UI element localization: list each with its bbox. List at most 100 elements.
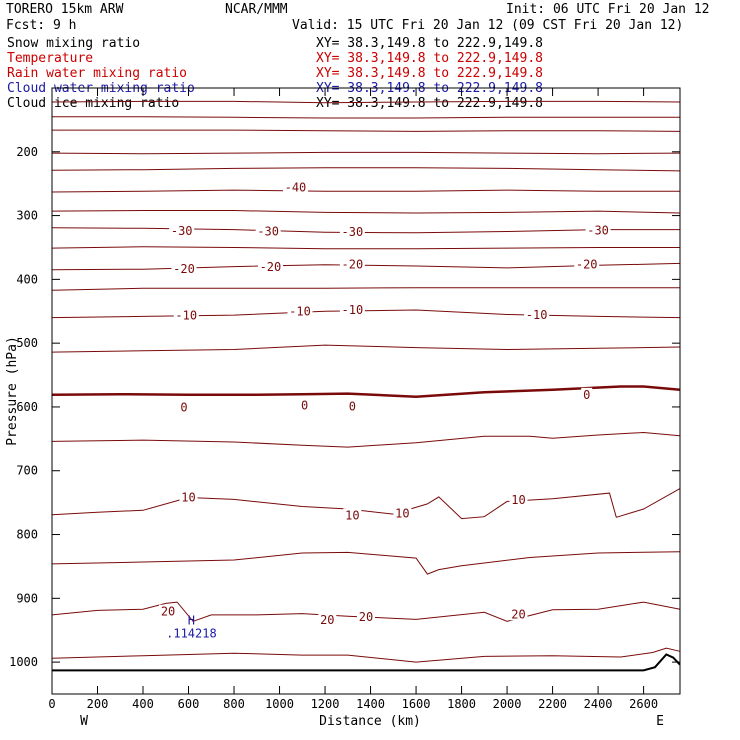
contour-label: 0 bbox=[349, 399, 356, 413]
y-tick-label: 600 bbox=[16, 400, 38, 414]
x-tick-label: 2400 bbox=[584, 697, 613, 711]
y-tick-label: 1000 bbox=[9, 655, 38, 669]
isotherm-line bbox=[51, 210, 681, 214]
contour-label: -10 bbox=[289, 304, 311, 318]
isotherm-lines bbox=[51, 100, 681, 663]
y-tick-label: 900 bbox=[16, 591, 38, 605]
contour-label: -30 bbox=[342, 225, 364, 239]
isotherm-line bbox=[52, 129, 681, 132]
isotherm-line bbox=[51, 151, 681, 155]
field-rain-label: Rain water mixing ratio bbox=[7, 66, 188, 81]
contour-label: -10 bbox=[175, 309, 197, 323]
x-axis-west-label: W bbox=[80, 714, 88, 729]
x-tick-label: 0 bbox=[48, 697, 55, 711]
contour-label: -30 bbox=[257, 225, 279, 239]
isotherm-line bbox=[51, 344, 681, 353]
x-tick-label: 1000 bbox=[265, 697, 294, 711]
contour-label-bg bbox=[257, 260, 283, 274]
contour-label: 0 bbox=[301, 399, 308, 413]
x-tick-label: 1600 bbox=[402, 697, 431, 711]
contour-label-bg bbox=[171, 262, 197, 276]
contour-label: -20 bbox=[576, 258, 598, 272]
contour-label-bg bbox=[339, 302, 365, 316]
contour-label-bg bbox=[178, 400, 190, 414]
x-tick-label: 2600 bbox=[629, 697, 658, 711]
contour-label-bg bbox=[179, 490, 198, 504]
contour-labels: -40 -30 -30 -30 -30 -20 -20 -20 -20 -10 -10 -10 -10 0… bbox=[159, 180, 611, 627]
isotherm-line bbox=[51, 246, 680, 250]
x-tick-label: 1200 bbox=[311, 697, 340, 711]
isotherm-line bbox=[51, 601, 681, 622]
contour-label-bg bbox=[585, 223, 611, 237]
contour-label: 10 bbox=[345, 508, 359, 522]
contour-label: -30 bbox=[587, 223, 609, 237]
contour-label: 10 bbox=[511, 493, 525, 507]
contour-label-bg bbox=[357, 609, 375, 623]
isotherm-line bbox=[51, 100, 681, 104]
y-axis-label: Pressure (hPa) bbox=[5, 336, 20, 446]
x-tick-label: 1800 bbox=[447, 697, 476, 711]
contour-label-bg bbox=[339, 257, 365, 271]
y-tick-label: 300 bbox=[16, 209, 38, 223]
x-tick-label: 2200 bbox=[538, 697, 567, 711]
contour-label: 20 bbox=[359, 610, 373, 624]
y-tick-label: 400 bbox=[16, 272, 38, 286]
x-tick-label: 600 bbox=[178, 697, 200, 711]
y-tick-label: 200 bbox=[16, 145, 38, 159]
field-rain-xy: XY= 38.3,149.8 to 222.9,149.8 bbox=[316, 66, 543, 81]
field-temperature-label: Temperature bbox=[7, 51, 94, 66]
forecast-hour: Fcst: 9 h bbox=[6, 18, 77, 33]
init-time: Init: 06 UTC Fri 20 Jan 12 bbox=[506, 2, 710, 17]
contour-label-bg bbox=[318, 613, 337, 627]
contour-label-bg bbox=[169, 223, 195, 237]
axes: 0 200 400 600 800 1000 1200 1400 1600 1800 2000 220… bbox=[9, 88, 680, 711]
contour-label: -40 bbox=[285, 181, 307, 195]
contour-label: -10 bbox=[342, 303, 364, 317]
terrain-line bbox=[52, 653, 681, 672]
center-title: NCAR/MMM bbox=[225, 2, 288, 17]
contour-label-bg bbox=[524, 308, 550, 322]
contour-label-bg bbox=[339, 225, 365, 239]
field-cloudice-label: Cloud ice mixing ratio bbox=[7, 96, 180, 111]
contour-label-bg bbox=[581, 387, 593, 401]
x-tick-label: 1400 bbox=[356, 697, 385, 711]
contour-label: 10 bbox=[181, 491, 195, 505]
isotherm-line bbox=[51, 189, 680, 193]
model-title: TORERO 15km ARW bbox=[6, 2, 124, 17]
contour-label-bg bbox=[282, 180, 308, 194]
isotherm-line bbox=[51, 551, 681, 575]
field-cloudice-xy: XY= 38.3,149.8 to 222.9,149.8 bbox=[316, 96, 543, 111]
contour-label-bg bbox=[393, 506, 412, 520]
contour-label-bg bbox=[173, 308, 199, 322]
field-snow-label: Snow mixing ratio bbox=[7, 36, 141, 51]
max-marker-symbol: H bbox=[188, 614, 195, 628]
x-tick-label: 400 bbox=[132, 697, 154, 711]
contour-label-bg bbox=[159, 604, 178, 618]
contour-label: 20 bbox=[161, 605, 175, 619]
isotherm-line bbox=[51, 385, 681, 398]
x-axis-east-label: E bbox=[656, 714, 664, 729]
isotherm-line bbox=[51, 167, 681, 172]
max-marker-value: .114218 bbox=[166, 627, 217, 641]
contour-label: -10 bbox=[526, 308, 548, 322]
contour-label: 0 bbox=[583, 388, 590, 402]
isotherm-line bbox=[51, 309, 681, 319]
isotherm-line bbox=[51, 431, 681, 448]
contour-label: 10 bbox=[395, 506, 409, 520]
contour-label: 20 bbox=[320, 613, 334, 627]
contour-label: -30 bbox=[171, 224, 193, 238]
contour-label-bg bbox=[509, 607, 528, 621]
contour-label: -20 bbox=[342, 258, 364, 272]
contour-label-bg bbox=[343, 508, 362, 522]
contour-label-bg bbox=[287, 304, 313, 318]
contour-label: -20 bbox=[260, 260, 282, 274]
isotherm-line bbox=[51, 647, 681, 663]
field-temperature-xy: XY= 38.3,149.8 to 222.9,149.8 bbox=[316, 51, 543, 66]
contour-label-bg bbox=[346, 399, 358, 413]
contour-label: 20 bbox=[511, 607, 525, 621]
contour-label-bg bbox=[574, 257, 600, 271]
contour-label: -20 bbox=[173, 262, 195, 276]
y-tick-label: 700 bbox=[16, 464, 38, 478]
isotherm-line bbox=[51, 227, 680, 234]
contour-label: 0 bbox=[180, 401, 187, 415]
